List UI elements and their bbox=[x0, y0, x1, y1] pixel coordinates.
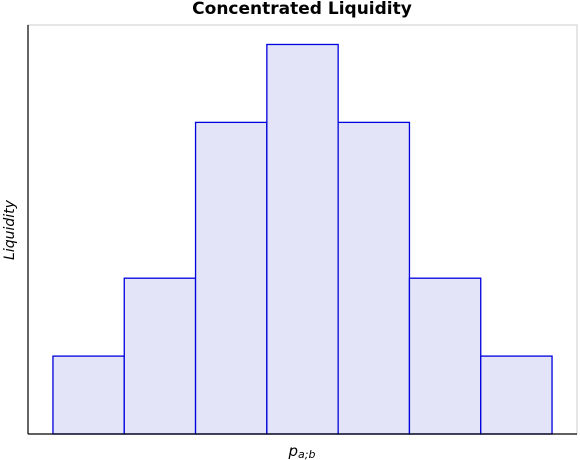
bar bbox=[194, 121, 268, 435]
chart-title: Concentrated Liquidity bbox=[192, 0, 412, 19]
x-axis-label-subscript: a;b bbox=[298, 448, 315, 460]
bar bbox=[408, 277, 482, 435]
bar bbox=[123, 277, 197, 435]
bar bbox=[337, 121, 411, 435]
x-axis-label-main: p bbox=[288, 442, 299, 460]
bar bbox=[266, 43, 339, 435]
bar bbox=[480, 355, 553, 435]
y-axis-label: Liquidity bbox=[2, 199, 18, 260]
x-axis-label: pa;b bbox=[288, 442, 316, 460]
bar bbox=[52, 355, 125, 435]
